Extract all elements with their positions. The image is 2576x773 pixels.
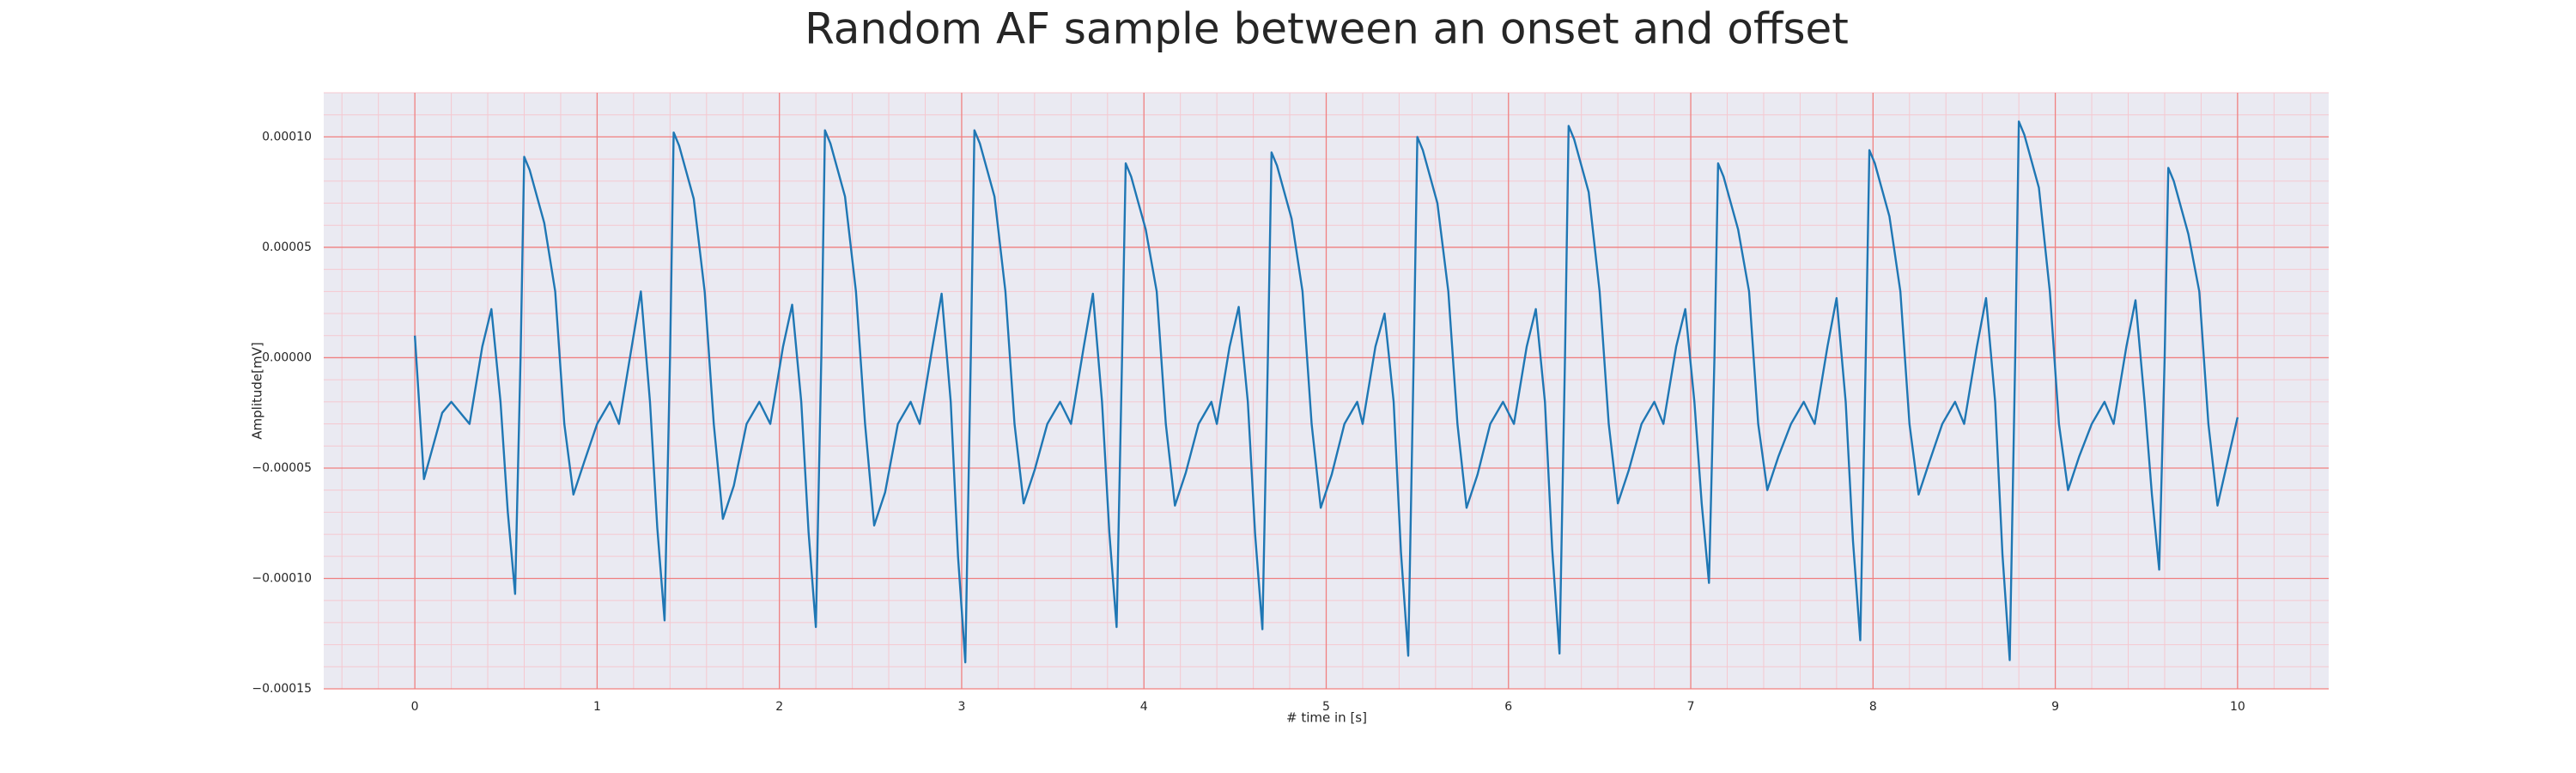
x-tick-label: 8 — [1869, 700, 1877, 714]
x-tick-label: 1 — [593, 700, 601, 714]
y-axis-label: Amplitude[mV] — [250, 342, 265, 439]
y-tick-label: 0.00010 — [262, 130, 312, 143]
x-tick-label: 0 — [411, 700, 419, 714]
x-tick-label: 2 — [775, 700, 783, 714]
signal-line — [413, 120, 2239, 664]
y-tick-label: −0.00010 — [252, 571, 312, 585]
y-tick-label: 0.00005 — [262, 240, 312, 254]
x-tick-label: 6 — [1504, 700, 1512, 714]
y-tick-label: −0.00015 — [252, 682, 312, 696]
x-tick-label: 7 — [1687, 700, 1695, 714]
x-axis-label: # time in [s] — [1286, 710, 1367, 726]
x-tick-label: 3 — [957, 700, 965, 714]
x-tick-label: 10 — [2230, 700, 2245, 714]
data — [413, 120, 2239, 664]
y-tick-label: −0.00005 — [252, 461, 312, 475]
grid — [324, 92, 2329, 690]
x-tick-label: 9 — [2051, 700, 2059, 714]
chart-title: Random AF sample between an onset and of… — [805, 4, 1849, 54]
x-tick-label: 4 — [1140, 700, 1148, 714]
x-tick-label: 5 — [1322, 700, 1330, 714]
y-tick-label: 0.00000 — [262, 350, 312, 364]
